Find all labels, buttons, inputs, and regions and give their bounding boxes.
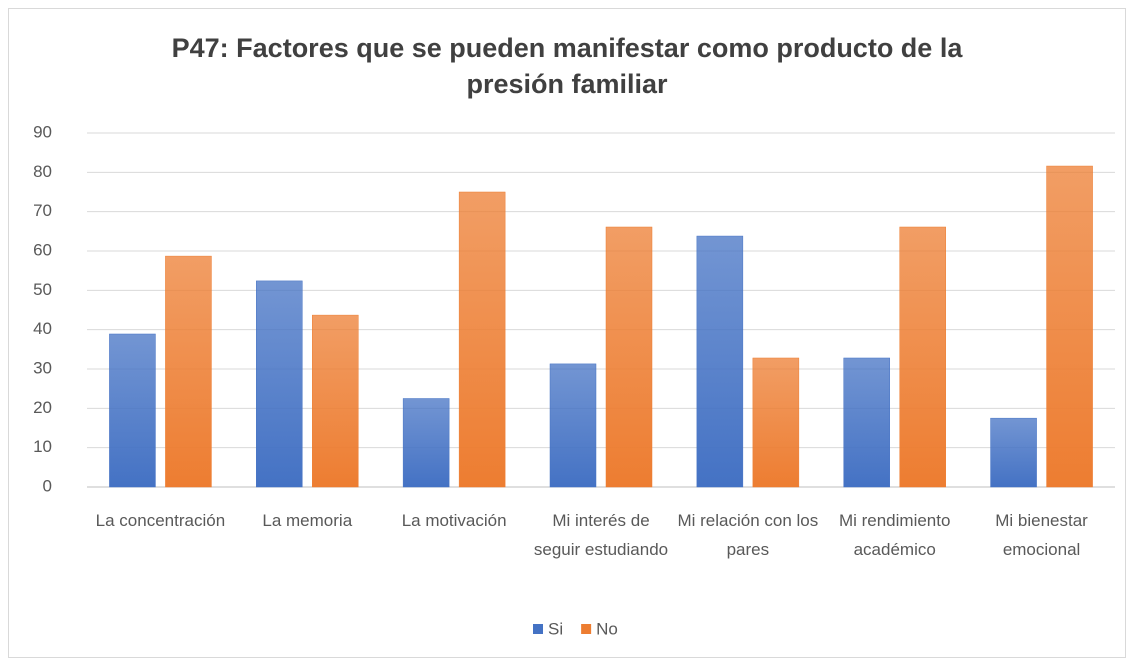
x-tick-label: La motivación bbox=[401, 511, 507, 530]
bar bbox=[312, 314, 359, 488]
legend-swatch bbox=[533, 624, 543, 634]
bar bbox=[990, 417, 1037, 488]
chart-title: P47: Factores que se pueden manifestar c… bbox=[171, 33, 963, 99]
y-tick-label: 0 bbox=[43, 476, 52, 495]
y-tick-label: 60 bbox=[33, 240, 52, 259]
bar bbox=[843, 357, 890, 488]
bar bbox=[549, 363, 597, 488]
bar bbox=[899, 226, 946, 488]
chart-frame bbox=[8, 8, 1126, 658]
bar bbox=[696, 235, 744, 488]
legend-swatch bbox=[581, 624, 592, 634]
bar bbox=[1046, 165, 1093, 488]
bar bbox=[605, 226, 653, 488]
bar bbox=[458, 191, 506, 488]
legend-label: No bbox=[596, 619, 618, 638]
legend-label: Si bbox=[548, 619, 563, 638]
y-tick-label: 50 bbox=[33, 280, 52, 299]
y-tick-label: 10 bbox=[33, 437, 52, 456]
y-tick-label: 80 bbox=[33, 162, 52, 181]
x-tick-label: Mi interés de seguir estudiando bbox=[533, 511, 669, 559]
bar bbox=[109, 333, 156, 488]
x-tick-label: Mi rendimiento académico bbox=[838, 511, 951, 559]
x-tick-label: La memoria bbox=[262, 511, 353, 530]
x-tick-label: La concentración bbox=[95, 511, 226, 530]
y-tick-label: 30 bbox=[33, 358, 52, 377]
bar bbox=[165, 255, 212, 488]
x-tick-label: Mi relación con los pares bbox=[677, 511, 819, 559]
y-tick-label: 90 bbox=[33, 122, 52, 141]
bar bbox=[752, 357, 800, 488]
y-tick-label: 70 bbox=[33, 201, 52, 220]
y-tick-label: 40 bbox=[33, 319, 52, 338]
x-tick-label: Mi bienestar emocional bbox=[995, 511, 1088, 559]
bar bbox=[402, 398, 450, 488]
bar bbox=[256, 280, 303, 488]
y-tick-label: 20 bbox=[33, 398, 52, 417]
